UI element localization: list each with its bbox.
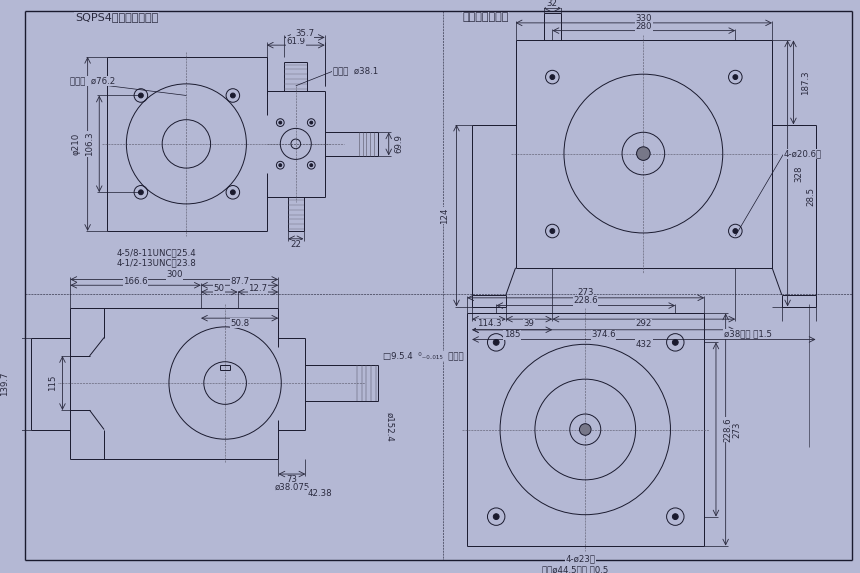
- Text: 139.7: 139.7: [0, 371, 9, 396]
- Text: 50.8: 50.8: [230, 319, 249, 328]
- Text: 273: 273: [578, 288, 594, 297]
- Circle shape: [550, 74, 555, 80]
- Text: 61.9: 61.9: [286, 37, 305, 46]
- Text: 背面ø44.5沉孔 深0.5: 背面ø44.5沉孔 深0.5: [542, 566, 608, 573]
- Circle shape: [279, 164, 282, 167]
- Circle shape: [550, 229, 555, 233]
- Text: 4-5/8-11UNC深25.4: 4-5/8-11UNC深25.4: [117, 248, 196, 257]
- Text: 32: 32: [547, 0, 558, 8]
- Text: 22: 22: [291, 240, 301, 249]
- Text: 排油口  ø38.1: 排油口 ø38.1: [333, 67, 378, 76]
- Text: 4-1/2-13UNC深23.8: 4-1/2-13UNC深23.8: [117, 258, 196, 268]
- Text: ø38.075: ø38.075: [274, 483, 310, 492]
- Text: 374.6: 374.6: [592, 330, 616, 339]
- Text: 87.7: 87.7: [230, 277, 249, 286]
- Text: 114.3: 114.3: [476, 320, 501, 328]
- Circle shape: [310, 164, 313, 167]
- Text: 166.6: 166.6: [123, 277, 148, 286]
- Text: □9.5.4  ⁰₋₀.₀₁₅  平行鍵: □9.5.4 ⁰₋₀.₀₁₅ 平行鍵: [383, 351, 464, 360]
- Circle shape: [230, 93, 236, 98]
- Text: 280: 280: [636, 22, 652, 32]
- Text: SQPS4（法兰安装型）: SQPS4（法兰安装型）: [75, 12, 158, 22]
- Text: 73: 73: [286, 476, 298, 484]
- Text: 432: 432: [636, 340, 652, 349]
- Text: 35.7: 35.7: [295, 29, 314, 38]
- Text: 吸油口  ø76.2: 吸油口 ø76.2: [71, 76, 115, 85]
- Circle shape: [673, 339, 679, 346]
- Text: ø152.4: ø152.4: [385, 411, 394, 442]
- Text: 28.5: 28.5: [807, 187, 815, 206]
- Text: 187.3: 187.3: [801, 70, 809, 95]
- Text: 328: 328: [795, 165, 804, 182]
- Text: 12.7: 12.7: [249, 284, 267, 293]
- Circle shape: [494, 339, 499, 346]
- Text: 228.6: 228.6: [723, 417, 732, 442]
- Text: 69.9: 69.9: [394, 135, 403, 154]
- Circle shape: [636, 147, 650, 160]
- Text: 300: 300: [166, 270, 182, 279]
- Circle shape: [230, 190, 236, 195]
- Circle shape: [138, 93, 144, 98]
- Text: φ210: φ210: [71, 133, 81, 155]
- Circle shape: [310, 121, 313, 124]
- Circle shape: [673, 514, 679, 520]
- Text: 228.6: 228.6: [574, 296, 598, 305]
- Text: ø38沉孔 深1.5: ø38沉孔 深1.5: [724, 329, 771, 338]
- Text: 50: 50: [214, 284, 224, 293]
- Circle shape: [494, 514, 499, 520]
- Circle shape: [138, 190, 144, 195]
- Text: 330: 330: [636, 14, 652, 23]
- Circle shape: [733, 74, 738, 80]
- Text: 273: 273: [733, 421, 742, 438]
- Text: 4-ø23孔: 4-ø23孔: [566, 555, 596, 564]
- Text: （脚架安装型）: （脚架安装型）: [463, 12, 508, 22]
- Circle shape: [580, 423, 591, 435]
- Text: 124: 124: [440, 207, 450, 224]
- Text: 292: 292: [636, 320, 652, 328]
- Text: 185: 185: [504, 330, 520, 339]
- Text: 115: 115: [48, 375, 58, 391]
- Circle shape: [733, 229, 738, 233]
- Circle shape: [279, 121, 282, 124]
- Text: 106.3: 106.3: [85, 132, 94, 156]
- Text: 4-ø20.6孔: 4-ø20.6孔: [783, 149, 822, 158]
- Text: 42.38: 42.38: [308, 489, 332, 498]
- Text: 39: 39: [524, 320, 535, 328]
